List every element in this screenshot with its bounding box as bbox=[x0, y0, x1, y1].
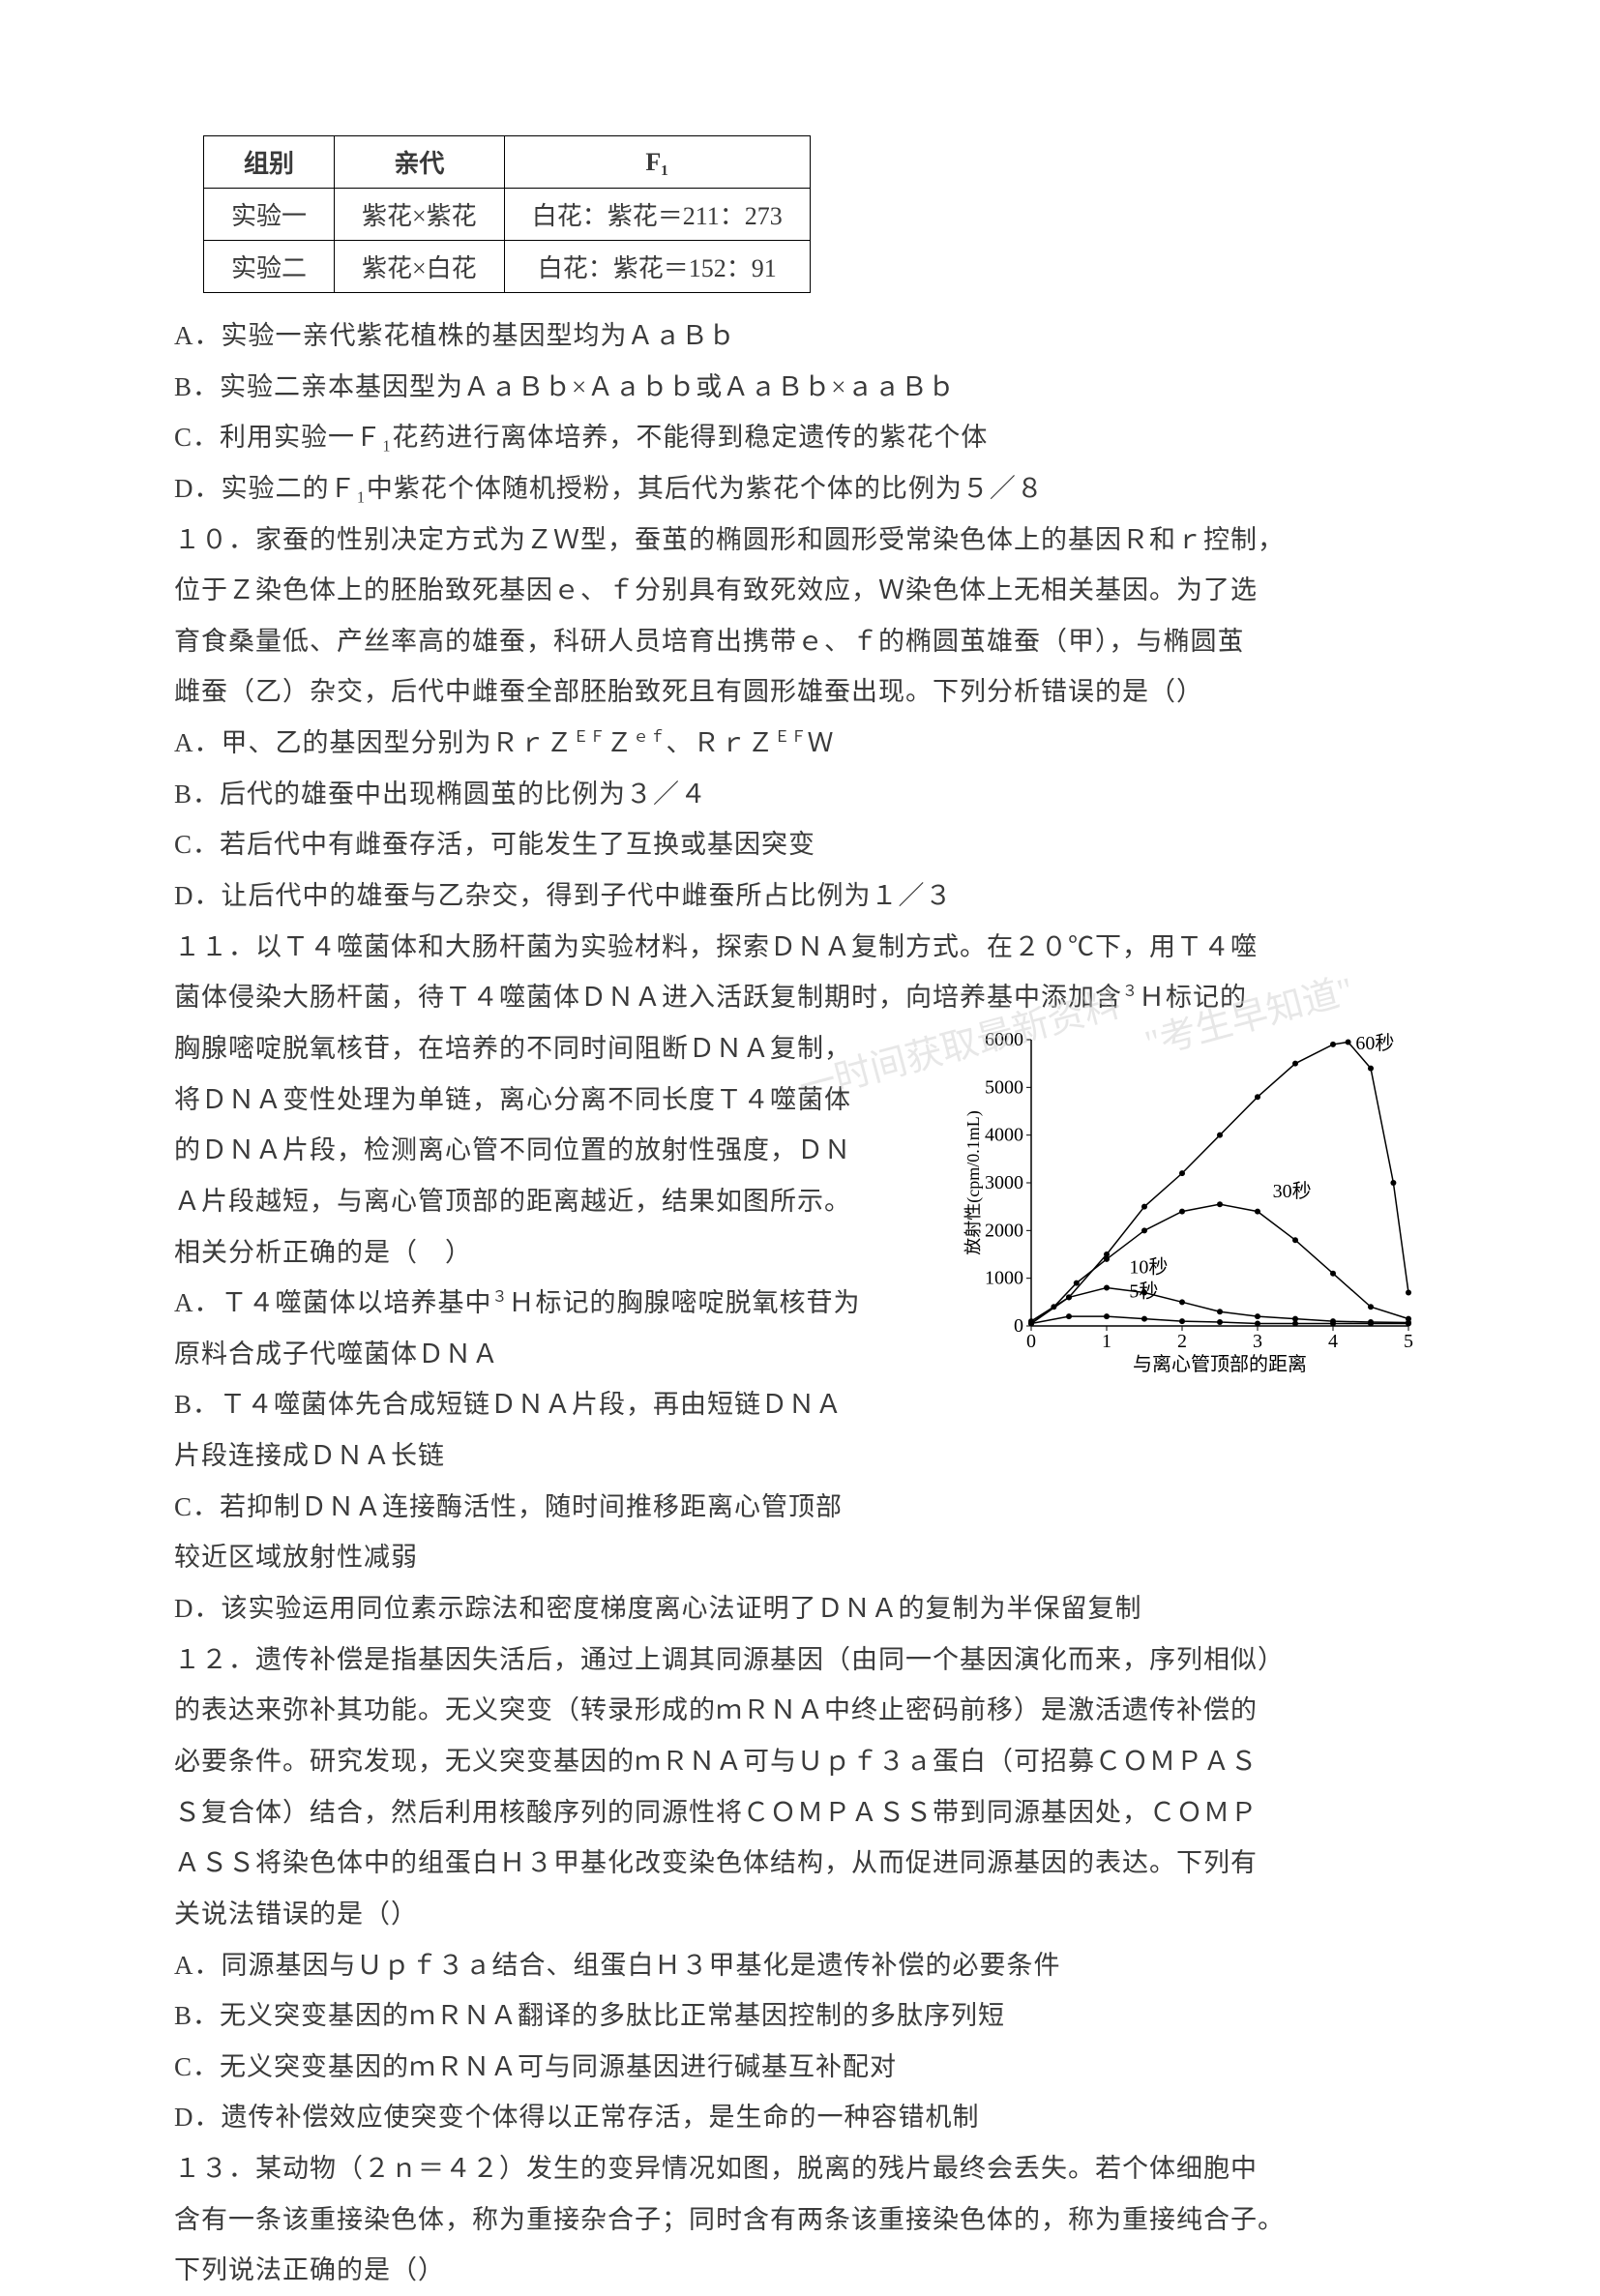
q12-option-d: D．遗传补偿效应使突变个体得以正常存活，是生命的一种容错机制 bbox=[174, 2092, 1426, 2143]
svg-text:放射性(cpm/0.1mL): 放射性(cpm/0.1mL) bbox=[963, 1110, 984, 1254]
q11-option-b2: 片段连接成ＤＮＡ长链 bbox=[174, 1430, 929, 1482]
q12-option-a: A．同源基因与Ｕｐｆ３ａ结合、组蛋白Ｈ３甲基化是遗传补偿的必要条件 bbox=[174, 1940, 1426, 1991]
svg-text:2000: 2000 bbox=[985, 1220, 1023, 1241]
q9-option-b: B．实验二亲本基因型为ＡａＢｂ×Ａａｂｂ或ＡａＢｂ×ａａＢｂ bbox=[174, 362, 1426, 413]
table-header: F₁ bbox=[504, 136, 810, 189]
q10-stem: 位于Ｚ染色体上的胚胎致死基因ｅ、ｆ分别具有致死效应，Ｗ染色体上无相关基因。为了选 bbox=[174, 565, 1426, 616]
q10-stem: １０．家蚕的性别决定方式为ＺＷ型，蚕茧的椭圆形和圆形受常染色体上的基因Ｒ和ｒ控制… bbox=[174, 515, 1426, 566]
table-header: 组别 bbox=[204, 136, 335, 189]
q9-option-a: A．实验一亲代紫花植株的基因型均为ＡａＢｂ bbox=[174, 310, 1426, 362]
svg-text:30秒: 30秒 bbox=[1273, 1179, 1312, 1201]
superscript: ｅｆ bbox=[634, 729, 667, 746]
svg-text:10秒: 10秒 bbox=[1129, 1255, 1168, 1278]
table-cell: 白花：紫花＝211：273 bbox=[504, 189, 810, 241]
svg-text:4000: 4000 bbox=[985, 1124, 1023, 1145]
q11-option-a2: 原料合成子代噬菌体ＤＮＡ bbox=[174, 1329, 929, 1380]
text: Ｚ bbox=[607, 728, 634, 757]
q11-stem: 的ＤＮＡ片段，检测离心管不同位置的放射性强度，ＤＮ bbox=[174, 1125, 929, 1176]
svg-text:3000: 3000 bbox=[985, 1172, 1023, 1193]
text: Ｗ bbox=[808, 728, 835, 757]
q12-stem: 关说法错误的是（） bbox=[174, 1889, 1426, 1940]
svg-text:60秒: 60秒 bbox=[1355, 1032, 1394, 1054]
table-cell: 紫花×紫花 bbox=[335, 189, 505, 241]
q11-option-c2: 较近区域放射性减弱 bbox=[174, 1532, 1426, 1583]
q10-option-c: C．若后代中有雌蚕存活，可能发生了互换或基因突变 bbox=[174, 819, 1426, 870]
q12-option-c: C．无义突变基因的ｍＲＮＡ可与同源基因进行碱基互补配对 bbox=[174, 2042, 1426, 2093]
q11-stem: 相关分析正确的是（ ） bbox=[174, 1227, 929, 1279]
svg-text:1000: 1000 bbox=[985, 1267, 1023, 1288]
table-cell: 实验二 bbox=[204, 241, 335, 293]
experiment-table: 组别 亲代 F₁ 实验一 紫花×紫花 白花：紫花＝211：273 实验二 紫花×… bbox=[203, 135, 811, 293]
q12-stem: 的表达来弥补其功能。无义突变（转录形成的ｍＲＮＡ中终止密码前移）是激活遗传补偿的 bbox=[174, 1685, 1426, 1736]
q10-stem: 育食桑量低、产丝率高的雄蚕，科研人员培育出携带ｅ、ｆ的椭圆茧雄蚕（甲），与椭圆茧 bbox=[174, 616, 1426, 667]
superscript: ３ bbox=[492, 1289, 509, 1306]
q11-stem: １１．以Ｔ４噬菌体和大肠杆菌为实验材料，探索ＤＮＡ复制方式。在２０℃下，用Ｔ４噬 bbox=[174, 922, 1426, 973]
text: Ｈ标记的胸腺嘧啶脱氧核苷为 bbox=[509, 1288, 861, 1317]
table-cell: 白花：紫花＝152：91 bbox=[504, 241, 810, 293]
superscript: ＥＦ bbox=[574, 729, 607, 746]
svg-text:5000: 5000 bbox=[985, 1076, 1023, 1098]
svg-text:1: 1 bbox=[1102, 1331, 1111, 1352]
text: A．Ｔ４噬菌体以培养基中 bbox=[174, 1288, 492, 1317]
table-header: 亲代 bbox=[335, 136, 505, 189]
text: A．甲、乙的基因型分别为ＲｒＺ bbox=[174, 728, 574, 757]
svg-text:4: 4 bbox=[1328, 1331, 1338, 1352]
q13-stem: １３．某动物（２ｎ＝４２）发生的变异情况如图，脱离的残片最终会丢失。若个体细胞中 bbox=[174, 2143, 1426, 2194]
svg-text:5: 5 bbox=[1404, 1331, 1413, 1352]
q11-option-b: B．Ｔ４噬菌体先合成短链ＤＮＡ片段，再由短链ＤＮＡ bbox=[174, 1379, 929, 1430]
radioactivity-chart: 0 1000 2000 3000 4000 5000 6000 0 1 2 3 4 5 5秒10秒 30秒 6… bbox=[962, 1028, 1426, 1376]
q9-option-c: C．利用实验一Ｆ₁花药进行离体培养，不能得到稳定遗传的紫花个体 bbox=[174, 412, 1426, 463]
q12-stem: 必要条件。研究发现，无义突变基因的ｍＲＮＡ可与Ｕｐｆ３ａ蛋白（可招募ＣＯＭＰＡＳ bbox=[174, 1736, 1426, 1787]
q13-stem: 下列说法正确的是（） bbox=[174, 2245, 1426, 2296]
q11-stem: 将ＤＮＡ变性处理为单链，离心分离不同长度Ｔ４噬菌体 bbox=[174, 1074, 929, 1126]
q11-option-c: C．若抑制ＤＮＡ连接酶活性，随时间推移距离心管顶部 bbox=[174, 1482, 929, 1533]
svg-text:5秒: 5秒 bbox=[1129, 1280, 1158, 1302]
q11-text-narrow: 将ＤＮＡ变性处理为单链，离心分离不同长度Ｔ４噬菌体 的ＤＮＡ片段，检测离心管不同… bbox=[174, 1074, 929, 1533]
superscript: ＥＦ bbox=[775, 729, 808, 746]
q12-stem: Ｓ复合体）结合，然后利用核酸序列的同源性将ＣＯＭＰＡＳＳ带到同源基因处，ＣＯＭＰ bbox=[174, 1787, 1426, 1839]
q11-stem: 菌体侵染大肠杆菌，待Ｔ４噬菌体ＤＮＡ进入活跃复制期时，向培养基中添加含３Ｈ标记的 bbox=[174, 972, 1426, 1023]
text: 、ＲｒＺ bbox=[667, 728, 775, 757]
table-cell: 实验一 bbox=[204, 189, 335, 241]
q12-stem: １２．遗传补偿是指基因失活后，通过上调其同源基因（由同一个基因演化而来，序列相似… bbox=[174, 1634, 1426, 1686]
svg-text:0: 0 bbox=[1026, 1331, 1036, 1352]
svg-text:6000: 6000 bbox=[985, 1029, 1023, 1050]
q11-stem: Ａ片段越短，与离心管顶部的距离越近，结果如图所示。 bbox=[174, 1176, 929, 1227]
svg-text:2: 2 bbox=[1177, 1331, 1187, 1352]
svg-text:0: 0 bbox=[1014, 1315, 1023, 1337]
q10-option-b: B．后代的雄蚕中出现椭圆茧的比例为３／４ bbox=[174, 769, 1426, 820]
q11-section: １１．以Ｔ４噬菌体和大肠杆菌为实验材料，探索ＤＮＡ复制方式。在２０℃下，用Ｔ４噬… bbox=[174, 922, 1426, 1634]
text: 菌体侵染大肠杆菌，待Ｔ４噬菌体ＤＮＡ进入活跃复制期时，向培养基中添加含 bbox=[174, 983, 1122, 1012]
q11-option-d: D．该实验运用同位素示踪法和密度梯度离心法证明了ＤＮＡ的复制为半保留复制 bbox=[174, 1583, 1426, 1634]
q9-option-d: D．实验二的Ｆ₁中紫花个体随机授粉，其后代为紫花个体的比例为５／８ bbox=[174, 463, 1426, 515]
q12-option-b: B．无义突变基因的ｍＲＮＡ翻译的多肽比正常基因控制的多肽序列短 bbox=[174, 1990, 1426, 2042]
q12-stem: ＡＳＳ将染色体中的组蛋白Ｈ３甲基化改变染色体结构，从而促进同源基因的表达。下列有 bbox=[174, 1838, 1426, 1889]
svg-text:3: 3 bbox=[1253, 1331, 1262, 1352]
page-content: 组别 亲代 F₁ 实验一 紫花×紫花 白花：紫花＝211：273 实验二 紫花×… bbox=[174, 135, 1426, 2296]
superscript: ３ bbox=[1122, 984, 1139, 1000]
svg-text:与离心管顶部的距离: 与离心管顶部的距离 bbox=[1133, 1353, 1307, 1375]
table-cell: 紫花×白花 bbox=[335, 241, 505, 293]
q11-option-a: A．Ｔ４噬菌体以培养基中３Ｈ标记的胸腺嘧啶脱氧核苷为 bbox=[174, 1278, 929, 1329]
chart-svg: 0 1000 2000 3000 4000 5000 6000 0 1 2 3 4 5 5秒10秒 30秒 6… bbox=[962, 1028, 1426, 1376]
q10-option-d: D．让后代中的雄蚕与乙杂交，得到子代中雌蚕所占比例为１／３ bbox=[174, 870, 1426, 922]
q13-stem: 含有一条该重接染色体，称为重接杂合子；同时含有两条该重接染色体的，称为重接纯合子… bbox=[174, 2194, 1426, 2246]
q10-stem: 雌蚕（乙）杂交，后代中雌蚕全部胚胎致死且有圆形雄蚕出现。下列分析错误的是（） bbox=[174, 666, 1426, 718]
text: Ｈ标记的 bbox=[1139, 983, 1247, 1012]
q10-option-a: A．甲、乙的基因型分别为ＲｒＺＥＦＺｅｆ、ＲｒＺＥＦＷ bbox=[174, 718, 1426, 769]
